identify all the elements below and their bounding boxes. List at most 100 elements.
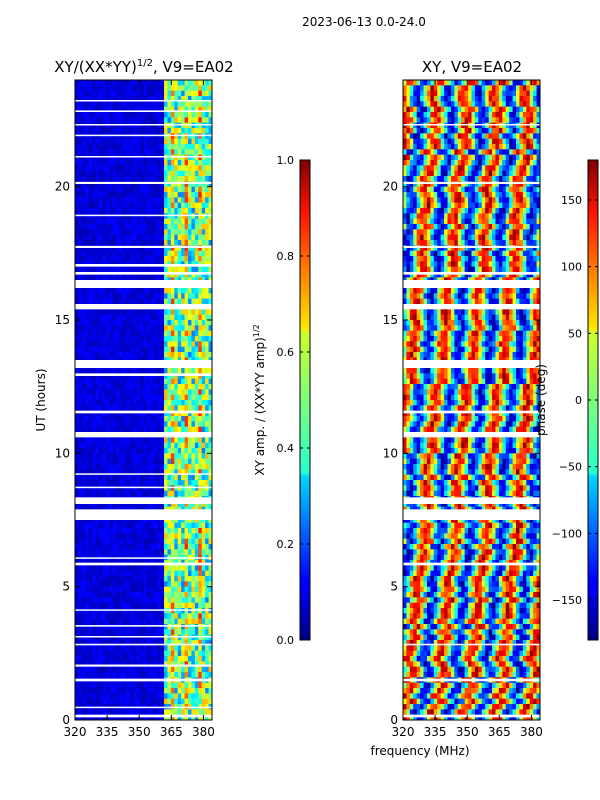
heatmap-cell — [122, 586, 127, 593]
heatmap-cell — [198, 597, 203, 604]
heatmap-cell — [177, 373, 182, 380]
heatmap-cell — [150, 565, 155, 572]
heatmap-cell — [116, 714, 120, 721]
heatmap-cell — [191, 224, 196, 230]
heatmap-cell — [102, 90, 107, 97]
heatmap-cell — [75, 597, 79, 604]
heatmap-cell — [153, 549, 158, 556]
heatmap-cell — [191, 565, 196, 572]
heatmap-cell — [122, 202, 127, 209]
heatmap-cell — [184, 389, 189, 396]
heatmap-cell — [153, 592, 158, 598]
heatmap-cell — [146, 101, 151, 108]
heatmap-cell — [205, 208, 209, 214]
heatmap-cell — [194, 656, 199, 662]
heatmap-cell — [143, 474, 148, 481]
heatmap-cell — [150, 224, 155, 230]
heatmap-cell — [98, 480, 103, 486]
heatmap-cell — [177, 394, 182, 401]
heatmap-cell — [105, 394, 110, 401]
heatmap-cell — [177, 490, 182, 497]
heatmap-cell — [92, 474, 96, 481]
heatmap-cell — [98, 634, 103, 641]
heatmap-cell — [140, 581, 144, 588]
heatmap-cell — [129, 165, 134, 172]
heatmap-cell — [109, 528, 114, 534]
heatmap-cell — [433, 85, 438, 92]
heatmap-cell — [119, 106, 124, 113]
heatmap-cell — [205, 378, 209, 385]
heatmap-cell — [122, 101, 127, 108]
heatmap-cell — [126, 117, 131, 124]
heatmap-cell — [157, 234, 162, 241]
heatmap-cell — [181, 666, 185, 673]
heatmap-cell — [109, 234, 114, 241]
heatmap-cell — [95, 341, 100, 348]
heatmap-cell — [129, 453, 134, 460]
heatmap-cell — [112, 133, 117, 140]
heatmap-cell — [194, 378, 199, 385]
heatmap-cell — [153, 650, 158, 657]
heatmap-cell — [177, 192, 182, 198]
heatmap-cell — [85, 618, 90, 625]
heatmap-cell — [75, 128, 79, 134]
heatmap-cell — [88, 688, 93, 694]
heatmap-cell — [112, 624, 117, 630]
heatmap-cell — [136, 138, 141, 145]
heatmap-cell — [140, 442, 144, 449]
heatmap-cell — [201, 234, 206, 241]
heatmap-cell — [81, 533, 86, 540]
heatmap-cell — [95, 437, 100, 444]
heatmap-cell — [153, 394, 158, 401]
heatmap-cell — [88, 80, 93, 86]
heatmap-cell — [116, 160, 120, 166]
heatmap-cell — [109, 309, 114, 316]
phase-panel-title: XY, V9=EA02 — [422, 58, 522, 76]
heatmap-cell — [95, 501, 100, 508]
heatmap-cell — [143, 549, 148, 556]
heatmap-cell — [201, 549, 206, 556]
heatmap-cell — [136, 176, 141, 182]
heatmap-cell — [81, 170, 86, 177]
heatmap-cell — [188, 522, 192, 529]
heatmap-cell — [81, 202, 86, 209]
heatmap-cell — [81, 448, 86, 454]
heatmap-cell — [208, 629, 213, 636]
heatmap-cell — [112, 394, 117, 401]
heatmap-cell — [208, 133, 213, 140]
heatmap-cell — [78, 240, 83, 246]
heatmap-cell — [191, 645, 196, 652]
heatmap-cell — [198, 320, 203, 326]
heatmap-cell — [177, 416, 182, 422]
heatmap-cell — [105, 186, 110, 193]
heatmap-cell — [116, 693, 120, 700]
heatmap-cell — [184, 570, 189, 577]
heatmap-cell — [116, 298, 120, 305]
heatmap-cell — [188, 170, 192, 177]
heatmap-cell — [95, 650, 100, 657]
heatmap-cell — [188, 240, 192, 246]
heatmap-cell — [78, 133, 83, 140]
heatmap-cell — [164, 650, 168, 657]
heatmap-cell — [119, 154, 124, 161]
heatmap-cell — [198, 458, 203, 465]
heatmap-cell — [167, 474, 172, 481]
heatmap-cell — [150, 405, 155, 412]
heatmap-cell — [167, 405, 172, 412]
heatmap-cell — [170, 197, 175, 204]
heatmap-cell — [191, 549, 196, 556]
heatmap-cell — [143, 298, 148, 305]
heatmap-cell — [160, 122, 165, 129]
heatmap-cell — [201, 298, 206, 305]
heatmap-cell — [85, 709, 90, 716]
heatmap-cell — [92, 576, 96, 582]
heatmap-cell — [181, 709, 185, 716]
heatmap-cell — [136, 240, 141, 246]
heatmap-cell — [140, 96, 144, 102]
heatmap-cell — [201, 128, 206, 134]
heatmap-cell — [109, 544, 114, 550]
heatmap-cell — [95, 549, 100, 556]
heatmap-cell — [75, 85, 79, 92]
heatmap-cell — [143, 672, 148, 678]
heatmap-cell — [205, 400, 209, 406]
